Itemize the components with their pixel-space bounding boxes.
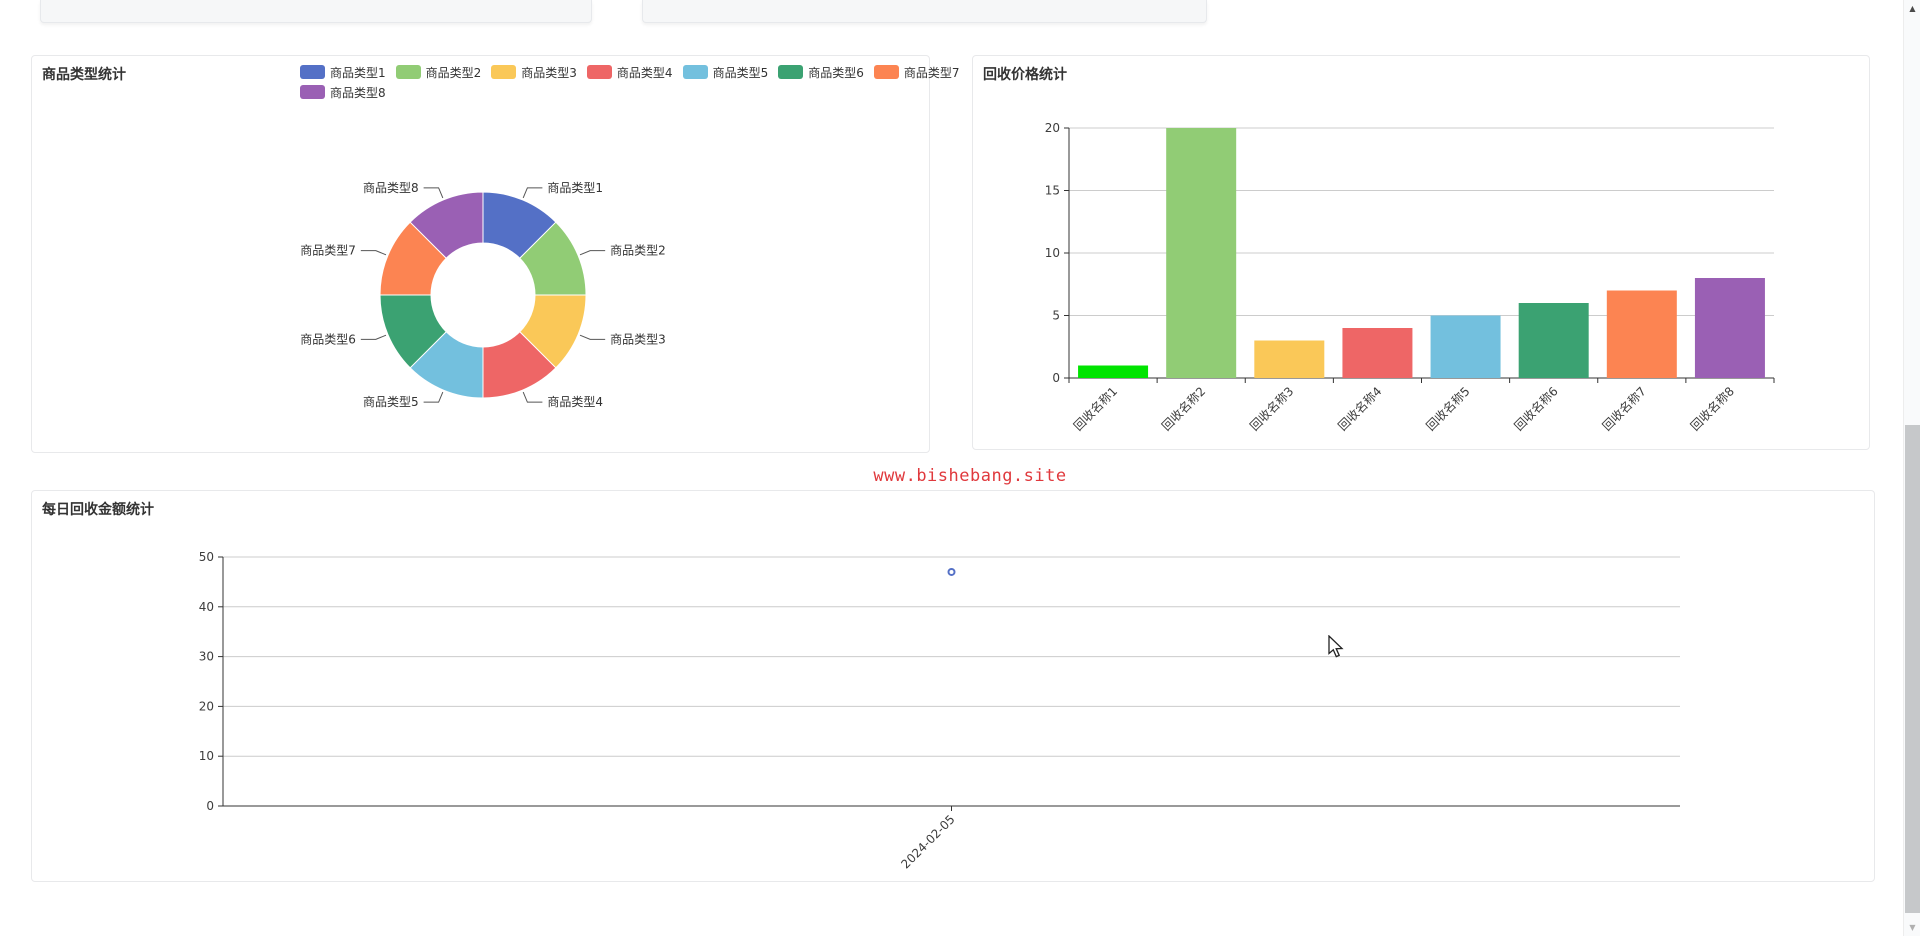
bar[interactable]: [1694, 278, 1765, 378]
legend-item[interactable]: 商品类型6: [778, 64, 864, 81]
x-axis-tick-label: 回收名称4: [1335, 384, 1385, 434]
pie-label-line: [522, 187, 543, 199]
pie-label-line: [423, 187, 444, 199]
top-card-left: [40, 0, 592, 23]
bar[interactable]: [1430, 315, 1501, 379]
scrollbar-track[interactable]: ▲ ▼: [1903, 0, 1920, 936]
pie-label-line: [579, 334, 606, 340]
pie-label-line: [360, 250, 387, 256]
pie-label: 商品类型2: [610, 243, 666, 258]
y-axis-tick-label: 10: [1045, 246, 1060, 260]
panel-recycle-price-stats: 回收价格统计 0 5 10 15 20 回收名称1 回收名称2 回收名称3 回收名称4 回收名称5…: [972, 55, 1870, 450]
bar[interactable]: [1518, 303, 1589, 378]
scroll-up-button[interactable]: ▲: [1909, 4, 1916, 13]
y-axis-tick-label: 0: [206, 799, 214, 813]
watermark-link[interactable]: www.bishebang.site: [873, 466, 1067, 486]
legend-swatch-icon: [682, 65, 708, 79]
y-axis-tick-label: 40: [199, 600, 214, 614]
scroll-down-button[interactable]: ▼: [1909, 923, 1916, 932]
line-panel-title: 每日回收金额统计: [42, 502, 154, 518]
pie-label: 商品类型4: [547, 394, 603, 409]
legend-label: 商品类型2: [425, 65, 482, 80]
bar[interactable]: [1166, 128, 1237, 378]
pie-label-line: [360, 334, 387, 340]
legend-label: 商品类型6: [808, 65, 864, 80]
legend-row: 商品类型1 商品类型2 商品类型3 商品类型4 商品类型5 商品类型6 商品类型7: [300, 62, 969, 82]
legend-swatch-icon: [491, 65, 517, 79]
legend-label: 商品类型4: [616, 65, 673, 80]
bar[interactable]: [1342, 328, 1413, 378]
bar-panel-title: 回收价格统计: [983, 67, 1067, 83]
data-point[interactable]: [947, 567, 956, 576]
pie-label: 商品类型3: [610, 331, 666, 346]
legend-label: 商品类型5: [712, 65, 769, 80]
legend-swatch-icon: [300, 85, 325, 99]
panel-product-type-stats: 商品类型统计 商品类型1 商品类型2 商品类型3 商品类型4 商品类型5 商品类型6 商品类…: [31, 55, 959, 453]
x-axis-tick-label: 2024-02-05: [898, 812, 957, 871]
pie-label-line: [522, 391, 543, 403]
legend-row: 商品类型8: [300, 82, 969, 102]
x-axis-tick-label: 回收名称2: [1158, 384, 1208, 434]
y-axis-tick-label: 15: [1045, 184, 1060, 198]
legend-swatch-icon: [586, 65, 612, 79]
panel-daily-recycle-amount: 每日回收金额统计 0 10 20 30 40 50 2024-02-05: [31, 490, 1875, 882]
legend-label: 商品类型8: [330, 85, 386, 100]
legend-swatch-icon: [778, 65, 804, 79]
pie-legend: 商品类型1 商品类型2 商品类型3 商品类型4 商品类型5 商品类型6 商品类型7 商品类型8: [300, 62, 969, 102]
legend-item[interactable]: 商品类型3: [491, 64, 577, 81]
pie-label: 商品类型8: [363, 180, 419, 195]
legend-swatch-icon: [300, 65, 325, 79]
scrollbar-thumb[interactable]: [1905, 425, 1920, 913]
x-axis-tick-label: 回收名称6: [1511, 384, 1561, 434]
y-axis-tick-label: 50: [199, 550, 214, 564]
legend-item[interactable]: 商品类型5: [682, 64, 769, 81]
legend-label: 商品类型1: [330, 65, 386, 80]
legend-swatch-icon: [395, 65, 421, 79]
pie-slice[interactable]: [409, 191, 484, 259]
y-axis-tick-label: 10: [199, 749, 214, 763]
legend-item[interactable]: 商品类型8: [300, 84, 386, 101]
y-axis-tick-label: 20: [199, 699, 214, 713]
pie-label: 商品类型7: [300, 243, 356, 258]
legend-item[interactable]: 商品类型2: [395, 64, 482, 81]
pie-panel-title: 商品类型统计: [42, 67, 126, 83]
y-axis-tick-label: 20: [1045, 121, 1060, 135]
line-chart[interactable]: 0 10 20 30 40 50 2024-02-05: [32, 491, 1874, 881]
x-axis-tick-label: 回收名称1: [1070, 384, 1120, 434]
pie-label-line: [423, 391, 444, 403]
pie-label: 商品类型1: [547, 180, 603, 195]
x-axis-tick-label: 回收名称3: [1246, 384, 1296, 434]
legend-item[interactable]: 商品类型7: [873, 64, 960, 81]
bar[interactable]: [1078, 365, 1149, 379]
bar[interactable]: [1254, 340, 1325, 379]
pie-label: 商品类型6: [300, 331, 356, 346]
y-axis-tick-label: 30: [199, 650, 214, 664]
legend-item[interactable]: 商品类型4: [586, 64, 673, 81]
donut-chart[interactable]: 商品类型1 商品类型2 商品类型3 商品类型4 商品类型5 商品类型6 商品类型7 商品类型8: [32, 56, 929, 452]
pie-label-line: [579, 250, 606, 256]
legend-swatch-icon: [873, 65, 899, 79]
pie-label: 商品类型5: [363, 394, 419, 409]
x-axis-tick-label: 回收名称5: [1423, 384, 1473, 434]
top-card-right: [642, 0, 1207, 23]
bar[interactable]: [1606, 290, 1677, 379]
x-axis-tick-label: 回收名称7: [1599, 384, 1649, 434]
legend-label: 商品类型3: [521, 65, 577, 80]
legend-item[interactable]: 商品类型1: [300, 64, 386, 81]
x-axis-tick-label: 回收名称8: [1687, 384, 1737, 434]
y-axis-tick-label: 0: [1052, 371, 1060, 385]
y-axis-tick-label: 5: [1052, 309, 1060, 323]
legend-label: 商品类型7: [903, 65, 960, 80]
